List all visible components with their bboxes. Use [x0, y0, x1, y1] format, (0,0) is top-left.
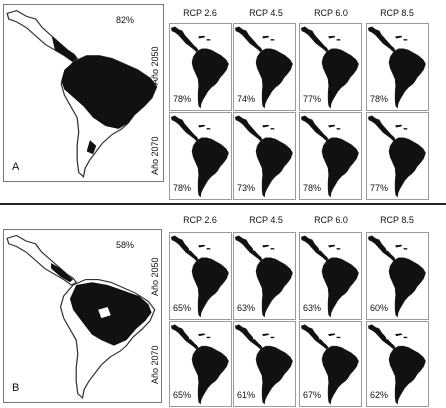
panel-b: 58% B RCP 2.6 RCP 4.5 RCP 6.0 RCP 8.5 Añ… [0, 206, 446, 408]
column-header-rcp60: RCP 6.0 [314, 8, 348, 18]
map-cell-b-2070-rcp26: 65% [169, 321, 232, 407]
row-header-2070: Año 2070 [150, 345, 160, 384]
cell-percent: 77% [370, 183, 389, 193]
baseline-map-b: 58% B [3, 229, 162, 403]
cell-percent: 61% [237, 390, 256, 400]
map-cell-b-2050-rcp60: 63% [299, 232, 362, 320]
map-cell-a-2050-rcp26: 78% [169, 23, 232, 111]
cell-percent: 78% [303, 183, 322, 193]
map-cell-b-2050-rcp45: 63% [233, 232, 296, 320]
cell-percent: 78% [173, 94, 192, 104]
map-cell-a-2070-rcp26: 78% [169, 112, 232, 200]
map-cell-a-2050-rcp85: 78% [366, 23, 429, 111]
map-cell-b-2050-rcp85: 60% [366, 232, 429, 320]
map-cell-a-2070-rcp85: 77% [366, 112, 429, 200]
column-header-rcp26: RCP 2.6 [183, 215, 217, 225]
map-cell-a-2070-rcp45: 73% [233, 112, 296, 200]
panel-divider [0, 203, 446, 205]
row-header-2070: Año 2070 [150, 136, 160, 175]
cell-percent: 63% [237, 303, 256, 313]
map-shape [4, 5, 163, 181]
map-shape [4, 230, 161, 402]
panel-letter: B [12, 382, 20, 394]
cell-percent: 73% [237, 183, 256, 193]
cell-percent: 78% [370, 94, 389, 104]
cell-percent: 74% [237, 94, 256, 104]
column-header-rcp85: RCP 8.5 [380, 8, 414, 18]
cell-percent: 77% [303, 94, 322, 104]
column-header-rcp85: RCP 8.5 [380, 215, 414, 225]
row-header-2050: Año 2050 [150, 46, 160, 85]
panel-letter: A [12, 161, 20, 173]
cell-percent: 65% [173, 390, 192, 400]
cell-percent: 60% [370, 303, 389, 313]
cell-percent: 62% [370, 390, 389, 400]
cell-percent: 65% [173, 303, 192, 313]
cell-percent: 63% [303, 303, 322, 313]
map-cell-b-2070-rcp85: 62% [366, 321, 429, 407]
baseline-percent: 82% [116, 15, 135, 25]
column-header-rcp26: RCP 2.6 [183, 8, 217, 18]
row-header-2050: Año 2050 [150, 257, 160, 296]
column-header-rcp60: RCP 6.0 [314, 215, 348, 225]
panel-a: 82% A RCP 2.6 RCP 4.5 RCP 6.0 RCP 8.5 Añ… [0, 0, 446, 203]
map-cell-a-2050-rcp45: 74% [233, 23, 296, 111]
map-cell-b-2070-rcp45: 61% [233, 321, 296, 407]
column-header-rcp45: RCP 4.5 [249, 215, 283, 225]
map-cell-a-2050-rcp60: 77% [299, 23, 362, 111]
cell-percent: 67% [303, 390, 322, 400]
map-cell-b-2050-rcp26: 65% [169, 232, 232, 320]
baseline-percent: 58% [116, 240, 135, 250]
baseline-map-a: 82% A [3, 4, 164, 182]
map-cell-b-2070-rcp60: 67% [299, 321, 362, 407]
cell-percent: 78% [173, 183, 192, 193]
column-header-rcp45: RCP 4.5 [249, 8, 283, 18]
map-cell-a-2070-rcp60: 78% [299, 112, 362, 200]
